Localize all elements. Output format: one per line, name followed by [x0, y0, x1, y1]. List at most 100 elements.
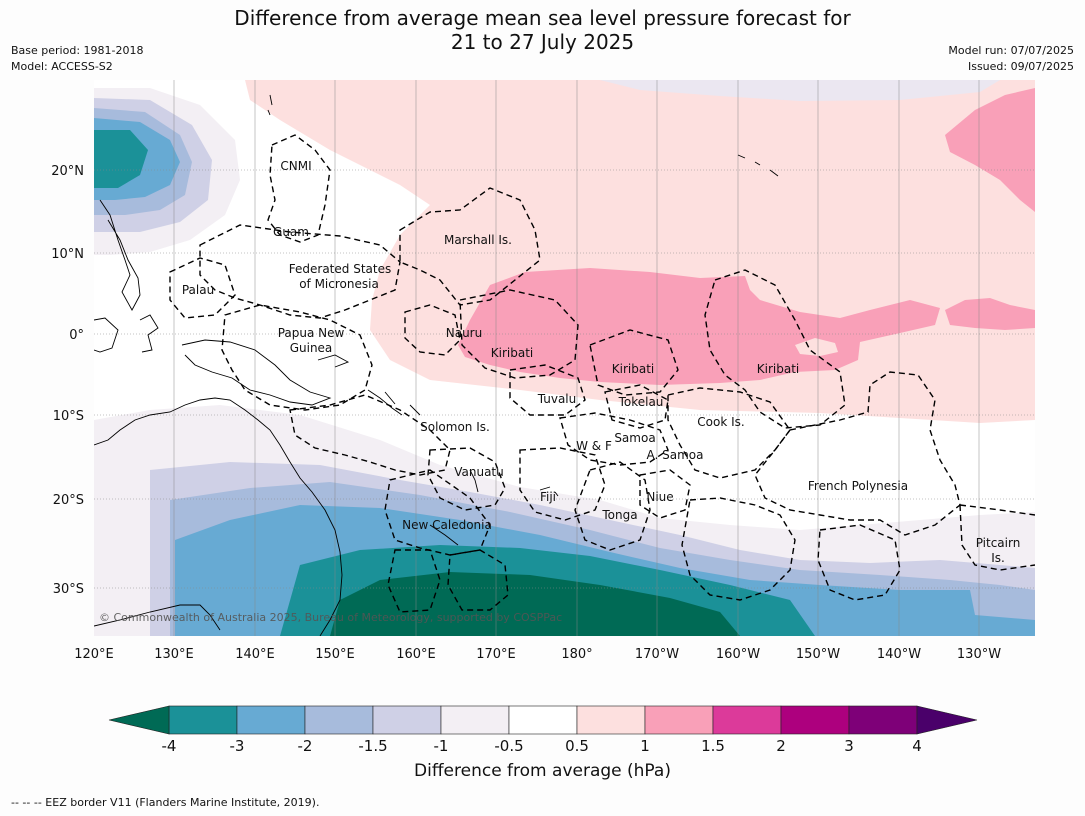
- colorbar-tick-label: -2: [298, 737, 313, 755]
- lon-label: 180°: [561, 647, 592, 662]
- eez-tonga: [574, 461, 651, 551]
- lon-label: 150°E: [315, 647, 355, 662]
- eez-fsm: [199, 224, 401, 319]
- eez-borders: [169, 134, 1035, 613]
- eez-marshall: [399, 187, 541, 306]
- colorbar-tick-label: 3: [844, 737, 854, 755]
- label-french-polynesia: French Polynesia: [808, 479, 908, 493]
- eez-kiribati-line: [704, 269, 846, 429]
- colorbar: -4 -3 -2 -1.5 -1 -0.5 0.5 1 1.5 2 3 4: [108, 705, 978, 755]
- colorbar-tick-label: 1.5: [701, 737, 725, 755]
- longitude-labels: 120°E 130°E 140°E 150°E 160°E 170°E 180°…: [74, 647, 1001, 662]
- colorbar-bin: [440, 705, 510, 735]
- coast-newcaledonia: [429, 524, 459, 546]
- eez-cnmi-guam: [267, 134, 331, 243]
- label-marshall: Marshall Is.: [444, 233, 512, 247]
- label-tuvalu: Tuvalu: [537, 392, 577, 406]
- eez-niue: [639, 469, 691, 519]
- label-kiribati-phoenix: Kiribati: [612, 362, 654, 376]
- label-cnmi: CNMI: [280, 159, 311, 173]
- colorbar-bin: [780, 705, 850, 735]
- label-pitcairn-line1: Pitcairn: [976, 536, 1021, 550]
- label-fsm-line1: Federated States: [289, 262, 391, 276]
- eez-nauru: [404, 304, 461, 356]
- title-line-2: 21 to 27 July 2025: [450, 30, 635, 54]
- copyright-notice: © Commonwealth of Australia 2025, Bureau…: [99, 611, 562, 624]
- eez-tokelau: [604, 384, 669, 429]
- colorbar-bin: [848, 705, 918, 735]
- lon-label: 170°E: [476, 647, 516, 662]
- label-tonga: Tonga: [601, 508, 637, 522]
- model-run: Model run: 07/07/2025: [948, 44, 1074, 57]
- label-guam: Guam: [273, 225, 309, 239]
- meta-right: Model run: 07/07/2025 Issued: 09/07/2025: [948, 43, 1074, 75]
- lat-label: 10°S: [53, 409, 84, 424]
- lat-label: 10°N: [51, 247, 84, 262]
- meta-left: Base period: 1981-2018 Model: ACCESS-S2: [11, 43, 143, 75]
- lon-label: 140°E: [235, 647, 275, 662]
- label-pitcairn-line2: Is.: [991, 551, 1005, 565]
- label-nauru: Nauru: [446, 326, 482, 340]
- colorbar-extend-high: [916, 705, 978, 735]
- eez-footnote: -- -- -- EEZ border V11 (Flanders Marine…: [11, 796, 320, 809]
- coast-philippines: [99, 199, 141, 311]
- label-fiji: Fiji: [540, 490, 556, 504]
- colorbar-tick-label: 1: [640, 737, 650, 755]
- coast-newguinea: [181, 339, 332, 406]
- colorbar-tick-label: 2: [776, 737, 786, 755]
- eez-pitcairn: [959, 504, 1035, 571]
- lon-label: 160°E: [396, 647, 436, 662]
- coast-vanuatu: [469, 469, 479, 493]
- colorbar-bin: [576, 705, 646, 735]
- model-name: Model: ACCESS-S2: [11, 60, 113, 73]
- lat-label: 20°N: [51, 164, 84, 179]
- label-kiribati-line: Kiribati: [757, 362, 799, 376]
- colorbar-bin: [236, 705, 306, 735]
- eez-kiribati-gilbert: [459, 289, 579, 379]
- lon-label: 150°W: [796, 647, 840, 662]
- label-american-samoa: A. Samoa: [647, 448, 704, 462]
- eez-png: [221, 304, 373, 411]
- coast-japan-islands: [267, 94, 273, 116]
- eez-kiribati-phoenix: [589, 329, 679, 396]
- issued-date: Issued: 09/07/2025: [967, 60, 1074, 73]
- label-wf: W & F: [576, 439, 612, 453]
- contour-neg-top: [600, 80, 1000, 101]
- label-kiribati-gilbert: Kiribati: [491, 346, 533, 360]
- colorbar-tick-label: -4: [162, 737, 177, 755]
- colorbar-bin: [372, 705, 442, 735]
- colorbar-tick-label: -3: [230, 737, 245, 755]
- label-fsm-line2: of Micronesia: [299, 277, 379, 291]
- label-new-caledonia: New Caledonia: [402, 518, 492, 532]
- label-samoa: Samoa: [614, 431, 655, 445]
- colorbar-tick-label: 0.5: [565, 737, 589, 755]
- colorbar-bin: [644, 705, 714, 735]
- gridlines: [173, 80, 980, 636]
- label-vanuatu: Vanuatu: [454, 465, 504, 479]
- eez-wf-samoa: [559, 412, 669, 466]
- eez-palau: [169, 257, 236, 319]
- eez-vanuatu: [427, 447, 506, 511]
- lon-label: 170°W: [635, 647, 679, 662]
- eez-australia-lord-howe: [387, 549, 441, 613]
- label-niue: Niue: [646, 490, 673, 504]
- map-plot-area: CNMI Guam Marshall Is. Federated States …: [94, 80, 1035, 636]
- colorbar-bin: [304, 705, 374, 735]
- colorbar-extend-low: [108, 705, 170, 735]
- lon-label: 130°W: [957, 647, 1001, 662]
- lon-label: 120°E: [74, 647, 114, 662]
- eez-tuvalu: [509, 364, 586, 416]
- coast-borneo: [94, 317, 119, 353]
- contour-pos-1.0-ne: [945, 88, 1035, 212]
- colorbar-tick-label: 4: [912, 737, 922, 755]
- coast-solomons: [367, 389, 421, 416]
- lat-label: 0°: [69, 328, 84, 343]
- base-period: Base period: 1981-2018: [11, 44, 144, 57]
- lat-label: 20°S: [53, 493, 84, 508]
- label-png-line2: Guinea: [290, 341, 333, 355]
- colorbar-bin: [508, 705, 578, 735]
- lon-label: 140°W: [877, 647, 921, 662]
- colorbar-tick-label: -1: [434, 737, 449, 755]
- label-palau: Palau: [182, 283, 214, 297]
